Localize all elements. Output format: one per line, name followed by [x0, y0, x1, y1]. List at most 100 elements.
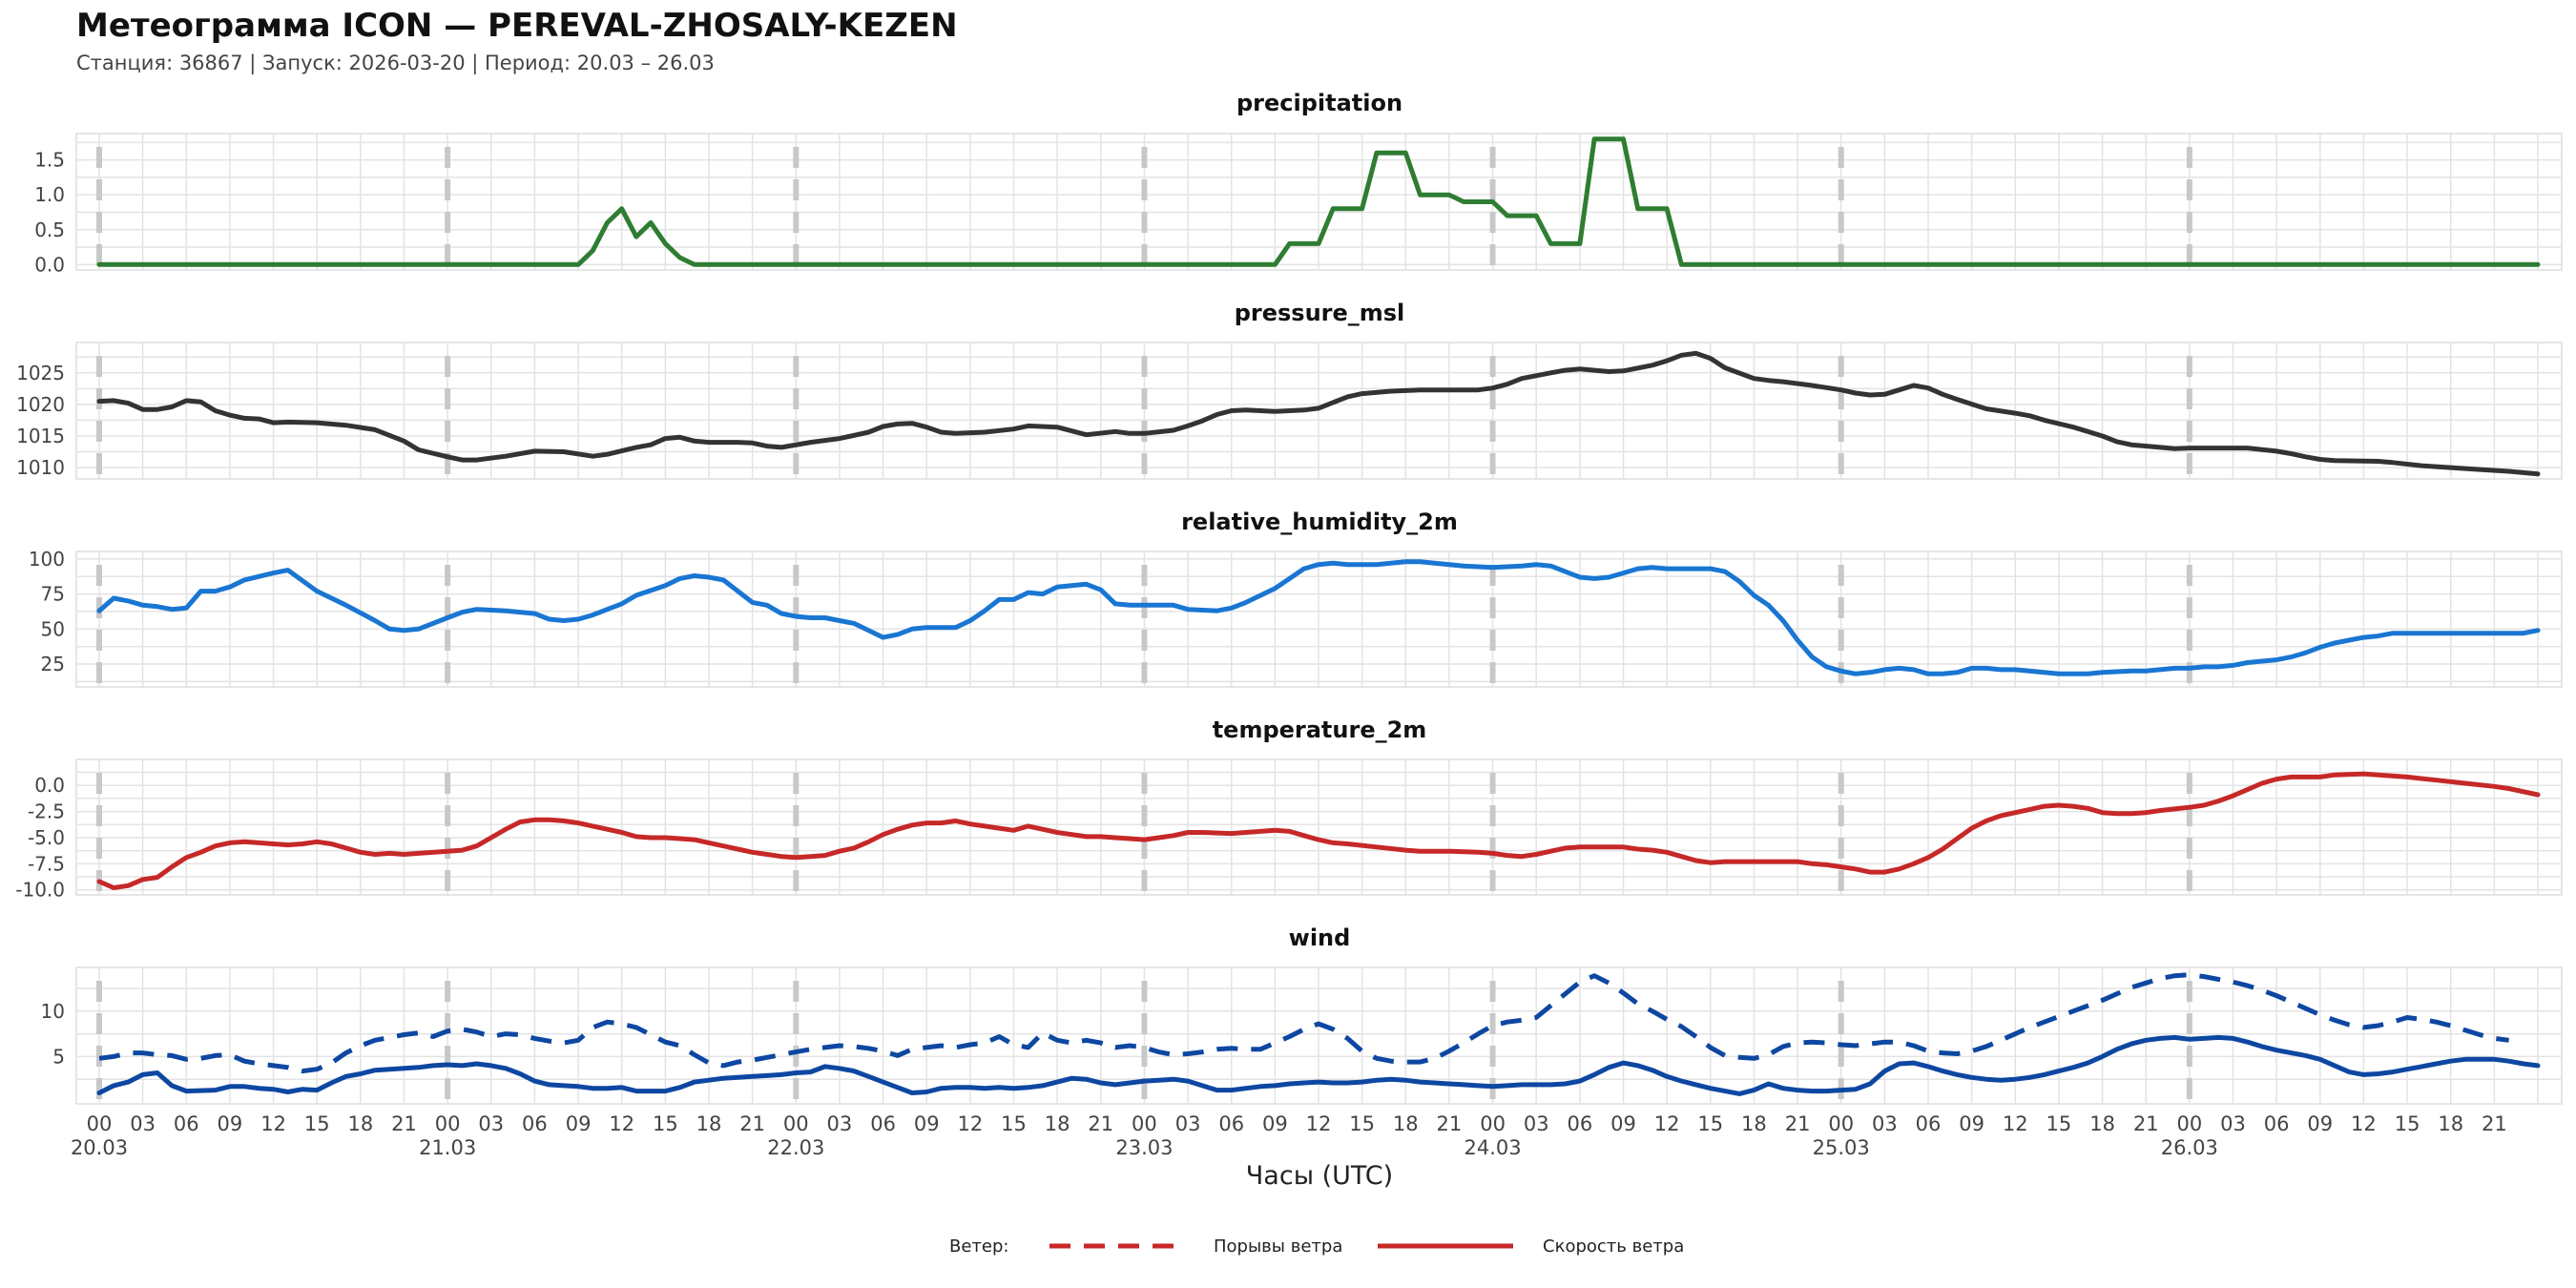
y-tick-label: -5.0 — [28, 826, 65, 849]
x-tick-hour: 21 — [1088, 1112, 1113, 1135]
chart-title: Метеограмма ICON — PEREVAL-ZHOSALY-KEZEN — [76, 7, 958, 45]
legend: Ветер: Порывы ветра Скорость ветра — [949, 1236, 1684, 1257]
x-tick-hour: 09 — [1959, 1112, 1984, 1135]
x-tick-hour: 09 — [914, 1112, 940, 1135]
x-tick-hour: 09 — [1262, 1112, 1288, 1135]
panel-title: wind — [1289, 924, 1351, 951]
y-tick-label: -2.5 — [28, 800, 65, 823]
y-tick-label: 1025 — [16, 362, 65, 384]
x-tick-hour: 03 — [1872, 1112, 1898, 1135]
panel-wind: 5 10 wind — [41, 924, 2562, 1104]
panel-relative-humidity-2m: 25 50 75 100 relative_humidity_2m — [29, 509, 2562, 687]
y-tick-label: 0.0 — [34, 253, 65, 276]
x-tick-hour: 03 — [2220, 1112, 2246, 1135]
x-tick-hour: 00 — [1828, 1112, 1854, 1135]
x-tick-hour: 03 — [1524, 1112, 1549, 1135]
x-tick-hour: 15 — [1697, 1112, 1723, 1135]
x-tick-hour: 18 — [696, 1112, 722, 1135]
x-tick-hour: 00 — [87, 1112, 113, 1135]
x-tick-hour: 00 — [1480, 1112, 1506, 1135]
x-tick-date: 22.03 — [767, 1136, 824, 1159]
legend-speed-label: Скорость ветра — [1543, 1236, 1684, 1257]
x-tick-hour: 15 — [653, 1112, 678, 1135]
y-tick-label: -10.0 — [15, 879, 65, 902]
x-tick-hour: 12 — [260, 1112, 286, 1135]
x-tick-hour: 12 — [609, 1112, 634, 1135]
meteogram-chart: Метеограмма ICON — PEREVAL-ZHOSALY-KEZEN… — [0, 0, 2576, 1288]
x-axis: 00 03 06 09 12 15 18 21 00 03 06 09 12 15 18 21 00 03 06 09… — [71, 1112, 2507, 1159]
panel-title: precipitation — [1236, 90, 1402, 116]
x-tick-hour: 03 — [130, 1112, 156, 1135]
panel-temperature-2m: -10.0 -7.5 -5.0 -2.5 0.0 temperature_2m — [15, 717, 2562, 902]
x-tick-hour: 15 — [1001, 1112, 1027, 1135]
x-tick-date: 23.03 — [1115, 1136, 1173, 1159]
x-tick-hour: 06 — [2264, 1112, 2290, 1135]
x-tick-hour: 09 — [2307, 1112, 2333, 1135]
y-tick-label: 1020 — [16, 393, 65, 416]
x-tick-hour: 06 — [1567, 1112, 1592, 1135]
x-tick-hour: 15 — [304, 1112, 330, 1135]
y-tick-label: 1015 — [16, 425, 65, 447]
y-tick-label: 50 — [41, 617, 65, 640]
x-tick-hour: 15 — [2046, 1112, 2072, 1135]
x-tick-date: 24.03 — [1465, 1136, 1522, 1159]
x-tick-date: 26.03 — [2161, 1136, 2218, 1159]
x-axis-label: Часы (UTC) — [1246, 1161, 1393, 1191]
x-tick-hour: 12 — [1654, 1112, 1680, 1135]
x-tick-hour: 15 — [1349, 1112, 1375, 1135]
x-tick-hour: 12 — [957, 1112, 983, 1135]
y-tick-label: 75 — [41, 583, 65, 606]
x-tick-hour: 06 — [174, 1112, 199, 1135]
x-tick-hour: 03 — [478, 1112, 504, 1135]
panel-title: relative_humidity_2m — [1181, 509, 1458, 535]
x-tick-date: 20.03 — [71, 1136, 128, 1159]
panel-title: pressure_msl — [1235, 300, 1405, 326]
x-tick-hour: 21 — [1437, 1112, 1463, 1135]
panels: 0.00.51.01.5precipitation101010151020102… — [15, 90, 2562, 1104]
chart-subtitle: Станция: 36867 | Запуск: 2026-03-20 | Пе… — [76, 52, 715, 75]
x-tick-hour: 00 — [1132, 1112, 1157, 1135]
y-tick-label: -7.5 — [28, 852, 65, 875]
x-tick-hour: 21 — [739, 1112, 765, 1135]
x-tick-hour: 12 — [2003, 1112, 2028, 1135]
x-tick-hour: 03 — [1175, 1112, 1201, 1135]
y-tick-label: 0.0 — [34, 774, 65, 797]
y-tick-label: 1010 — [16, 456, 65, 479]
x-tick-hour: 06 — [1916, 1112, 1942, 1135]
x-tick-hour: 06 — [1218, 1112, 1244, 1135]
x-tick-hour: 15 — [2395, 1112, 2420, 1135]
x-tick-hour: 09 — [218, 1112, 243, 1135]
legend-title: Ветер: — [949, 1236, 1008, 1257]
x-tick-hour: 21 — [1785, 1112, 1811, 1135]
y-tick-label: 0.5 — [34, 218, 65, 241]
y-tick-label: 5 — [52, 1045, 65, 1068]
y-tick-label: 100 — [29, 548, 65, 571]
x-tick-hour: 18 — [2438, 1112, 2463, 1135]
x-tick-date: 25.03 — [1813, 1136, 1870, 1159]
x-tick-hour: 21 — [2133, 1112, 2159, 1135]
panel-title: temperature_2m — [1213, 717, 1427, 743]
panel-precipitation: 0.0 0.5 1.0 1.5 precipitation — [34, 90, 2562, 276]
x-tick-hour: 18 — [1741, 1112, 1767, 1135]
x-tick-hour: 12 — [1306, 1112, 1332, 1135]
x-tick-hour: 00 — [783, 1112, 809, 1135]
x-tick-hour: 18 — [1393, 1112, 1419, 1135]
x-tick-hour: 06 — [522, 1112, 548, 1135]
x-tick-hour: 03 — [827, 1112, 853, 1135]
x-tick-hour: 12 — [2351, 1112, 2377, 1135]
x-tick-hour: 18 — [2089, 1112, 2115, 1135]
x-tick-hour: 18 — [1045, 1112, 1070, 1135]
x-tick-hour: 18 — [347, 1112, 373, 1135]
y-tick-label: 1.0 — [34, 183, 65, 206]
panel-pressure-msl: 1010 1015 1020 1025 pressure_msl — [16, 300, 2562, 479]
x-tick-hour: 00 — [2176, 1112, 2202, 1135]
x-tick-hour: 00 — [435, 1112, 461, 1135]
x-tick-hour: 21 — [2482, 1112, 2507, 1135]
y-tick-label: 25 — [41, 653, 65, 675]
y-tick-label: 1.5 — [34, 149, 65, 172]
legend-gusts-label: Порывы ветра — [1214, 1236, 1342, 1257]
x-tick-hour: 21 — [391, 1112, 417, 1135]
y-tick-label: 10 — [41, 1000, 65, 1023]
x-tick-hour: 06 — [870, 1112, 896, 1135]
x-tick-hour: 09 — [1610, 1112, 1636, 1135]
